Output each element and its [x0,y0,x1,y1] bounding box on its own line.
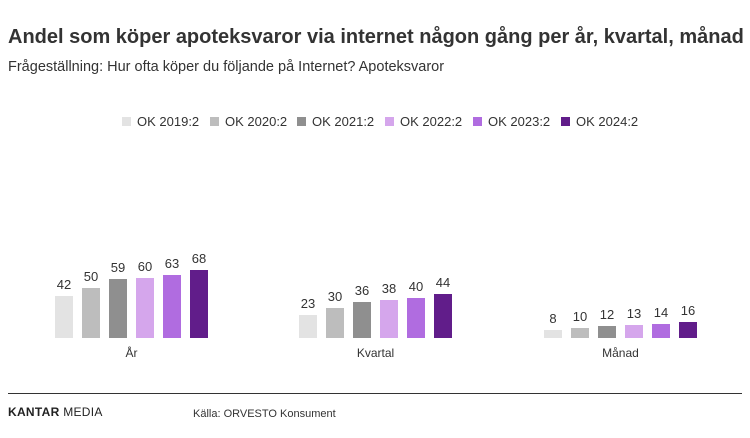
bar [407,298,425,338]
data-label: 14 [654,305,668,320]
legend-swatch [561,117,570,126]
source-note: Källa: ORVESTO Konsument [193,408,336,420]
legend-item: OK 2019:2 [122,114,199,129]
data-label: 44 [436,275,450,290]
legend-item: OK 2021:2 [297,114,374,129]
data-label: 23 [301,296,315,311]
data-label: 60 [138,259,152,274]
bar [544,330,562,338]
legend-item: OK 2024:2 [561,114,638,129]
bar [679,322,697,338]
category-label: Kvartal [357,346,394,360]
bar [82,288,100,338]
category-label: Månad [602,346,639,360]
bar [571,328,589,338]
data-label: 68 [192,251,206,266]
legend-swatch [473,117,482,126]
data-label: 38 [382,281,396,296]
legend-label: OK 2020:2 [225,114,288,129]
legend-label: OK 2021:2 [312,114,375,129]
chart-legend: OK 2019:2 OK 2020:2 OK 2021:2 OK 2022:2 OK 2… [0,114,750,134]
data-label: 63 [165,256,179,271]
bar [326,308,344,338]
data-label: 12 [600,307,614,322]
bar [299,315,317,338]
kantar-media-logo: KANTAR MEDIA [8,405,103,419]
bar [598,326,616,338]
data-label: 40 [409,279,423,294]
legend-swatch [210,117,219,126]
data-label: 16 [681,303,695,318]
data-label: 13 [627,306,641,321]
bar [109,279,127,338]
data-label: 8 [549,311,556,326]
category-label: År [126,345,138,360]
legend-item: OK 2022:2 [385,114,462,129]
bar [380,300,398,338]
bar [652,324,670,338]
bar [163,275,181,338]
data-label: 36 [355,283,369,298]
data-label: 50 [84,269,98,284]
legend-label: OK 2023:2 [488,114,551,129]
legend-swatch [297,117,306,126]
legend-label: OK 2024:2 [576,114,639,129]
bar [55,296,73,338]
footer-divider [8,393,742,394]
legend-label: OK 2019:2 [137,114,200,129]
legend-item: OK 2020:2 [210,114,287,129]
data-label: 42 [57,277,71,292]
chart-title: Andel som köper apoteksvaror via interne… [8,26,744,48]
chart-subtitle: Frågeställning: Hur ofta köper du följan… [8,59,445,75]
bar [190,270,208,338]
bar [136,278,154,338]
legend-swatch [385,117,394,126]
bar-chart: 42 50 59 60 63 68 År 23 30 36 38 40 44 Kvartal 8 10 12 13… [55,251,697,360]
bar [434,294,452,338]
data-label: 59 [111,260,125,275]
legend-item: OK 2023:2 [473,114,550,129]
data-label: 10 [573,309,587,324]
bar [625,325,643,338]
legend-swatch [122,117,131,126]
data-label: 30 [328,289,342,304]
legend-label: OK 2022:2 [400,114,463,129]
bar [353,302,371,338]
